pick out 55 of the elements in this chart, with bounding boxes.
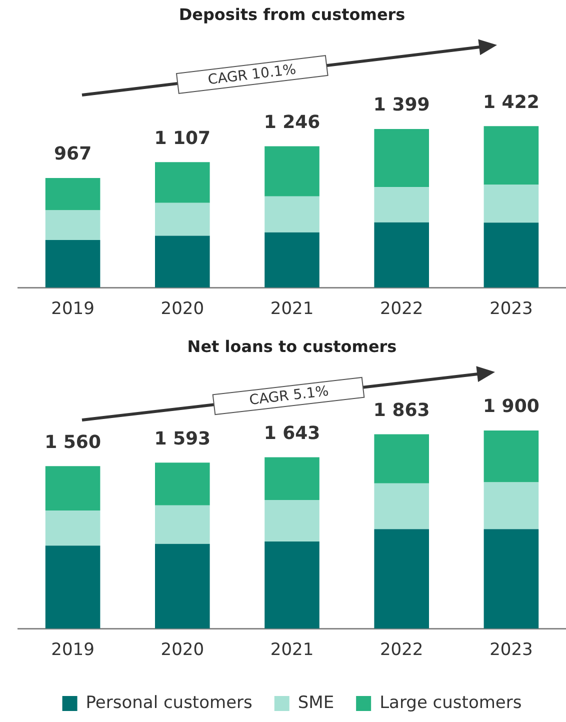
chart-title: Net loans to customers: [187, 336, 397, 356]
bar: [264, 541, 320, 629]
bar: [484, 529, 539, 629]
annotation: 1 399: [373, 94, 430, 116]
x-tick-label: 2021: [270, 640, 314, 660]
x-tick-label: 2020: [160, 299, 204, 320]
bar: [484, 184, 539, 223]
bar: [155, 505, 210, 544]
bar: [155, 202, 210, 236]
annotation: 1 107: [154, 128, 211, 149]
bar: [484, 430, 539, 482]
x-tick-label: 2023: [490, 640, 533, 660]
x-tick-label: 2019: [51, 640, 94, 660]
x-tick-label: 2019: [51, 299, 94, 320]
x-tick-label: 2022: [380, 640, 424, 660]
bar: [374, 434, 429, 484]
bar: [264, 500, 320, 542]
annotation: 1 560: [44, 432, 101, 453]
bar: [264, 196, 320, 232]
bar: [155, 544, 210, 629]
annotation: 1 593: [154, 428, 211, 450]
bar: [374, 529, 429, 629]
legend-label: SME: [298, 692, 334, 713]
x-tick-label: 2020: [160, 640, 204, 660]
annotation: 1 900: [483, 396, 540, 418]
x-tick-label: 2022: [380, 299, 424, 320]
legend-label: Personal customers: [86, 692, 253, 713]
annotation: 1 246: [264, 112, 320, 133]
bar: [264, 457, 320, 500]
bar: [264, 232, 320, 288]
bar: [374, 187, 429, 222]
bar: [484, 126, 539, 185]
bar: [45, 466, 100, 511]
bar: [45, 178, 100, 210]
bar: [45, 546, 100, 629]
bar: [264, 146, 320, 196]
bar: [155, 236, 210, 288]
bar: [374, 483, 429, 530]
bar: [45, 240, 100, 288]
x-tick-label: 2023: [490, 299, 533, 320]
x-tick-label: 2021: [270, 299, 314, 320]
bar: [374, 129, 429, 188]
annotation: 1 422: [483, 92, 540, 113]
annotation: 967: [54, 144, 92, 165]
legend-label: Large customers: [380, 692, 522, 713]
bar: [45, 510, 100, 546]
bar: [155, 462, 210, 506]
annotation: 1 863: [373, 400, 430, 421]
chart-title: Deposits from customers: [178, 4, 406, 24]
bar: [484, 482, 539, 530]
bar: [484, 222, 539, 288]
bar: [155, 162, 210, 203]
bar: [45, 210, 100, 240]
bar: [374, 222, 429, 288]
annotation: 1 643: [264, 422, 320, 444]
